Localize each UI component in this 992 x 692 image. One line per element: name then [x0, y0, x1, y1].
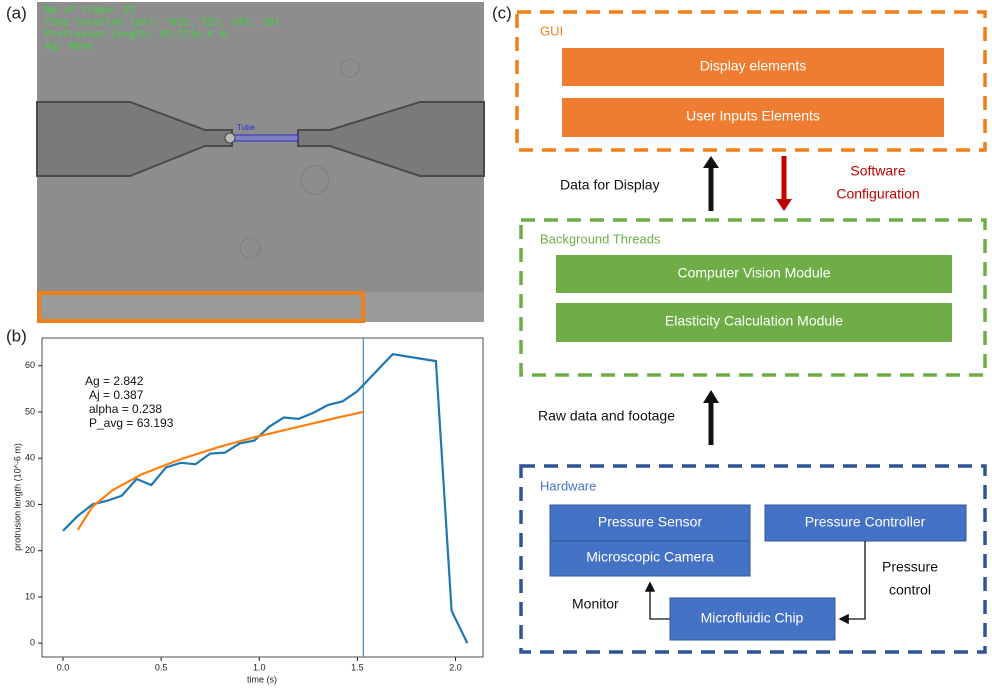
- x-axis-label: time (s): [247, 674, 277, 684]
- diagram: GUI Display elements User Inputs Element…: [517, 12, 985, 652]
- overlay-text: Tube location (px): (852, 553, 243, 18): [45, 17, 280, 28]
- x-tick-label: 1.0: [253, 662, 266, 672]
- module-label: Pressure Sensor: [598, 514, 703, 530]
- annotation: Aj = 0.387: [89, 388, 144, 402]
- annotation: Ag = 2.842: [85, 374, 144, 388]
- module-label: Display elements: [700, 58, 807, 74]
- y-axis-label: protrusion length (10^-6 m): [12, 443, 22, 551]
- module-label: Microscopic Camera: [586, 549, 714, 565]
- module-label: User Inputs Elements: [686, 108, 820, 124]
- module-label: Microfluidic Chip: [701, 610, 804, 626]
- y-tick-label: 60: [25, 360, 35, 370]
- annotation: alpha = 0.238: [89, 402, 162, 416]
- figure: (a) (b) (c) No of frame: 23 Tube locatio…: [0, 0, 992, 687]
- y-tick-label: 20: [25, 545, 35, 555]
- overlay-text: No of frame: 23: [45, 5, 135, 16]
- chart: time (s) protrusion length (10^-6 m) 0.0…: [12, 338, 483, 684]
- y-tick-label: 50: [25, 406, 35, 416]
- connector: [841, 541, 865, 619]
- y-tick-label: 30: [25, 499, 35, 509]
- panel-label: (a): [6, 3, 27, 22]
- y-tick-label: 10: [25, 591, 35, 601]
- arrow-label: Raw data and footage: [538, 408, 675, 424]
- module-label: Elasticity Calculation Module: [665, 313, 843, 329]
- group-title: Background Threads: [540, 231, 661, 246]
- arrow-label: Configuration: [836, 186, 919, 202]
- x-tick-label: 0.5: [155, 662, 168, 672]
- connector-label: control: [889, 582, 931, 598]
- group-title: Hardware: [540, 478, 596, 493]
- x-tick-label: 1.5: [351, 662, 364, 672]
- x-tick-label: 0.0: [57, 662, 70, 672]
- group-title: GUI: [540, 23, 563, 38]
- module-label: Computer Vision Module: [677, 265, 830, 281]
- panel-label: (c): [492, 3, 512, 22]
- annotation: P_avg = 63.193: [89, 416, 174, 430]
- overlay-text: Protrusion Length: 49.711e-6 m: [45, 29, 226, 40]
- connector-label: Monitor: [572, 596, 619, 612]
- arrow-label: Data for Display: [560, 177, 660, 193]
- panel-label: (b): [6, 326, 27, 345]
- y-tick-label: 0: [30, 638, 35, 648]
- connector-label: Pressure: [882, 559, 938, 575]
- tube-label: Tube: [237, 123, 255, 132]
- microscope-image: No of frame: 23 Tube location (px): (852…: [37, 2, 484, 322]
- arrow-label: Software: [850, 163, 905, 179]
- module-label: Pressure Controller: [805, 514, 926, 530]
- y-tick-label: 40: [25, 453, 35, 463]
- x-tick-label: 2.0: [449, 662, 462, 672]
- overlay-text: Ag: None: [45, 41, 93, 52]
- connector: [650, 584, 670, 619]
